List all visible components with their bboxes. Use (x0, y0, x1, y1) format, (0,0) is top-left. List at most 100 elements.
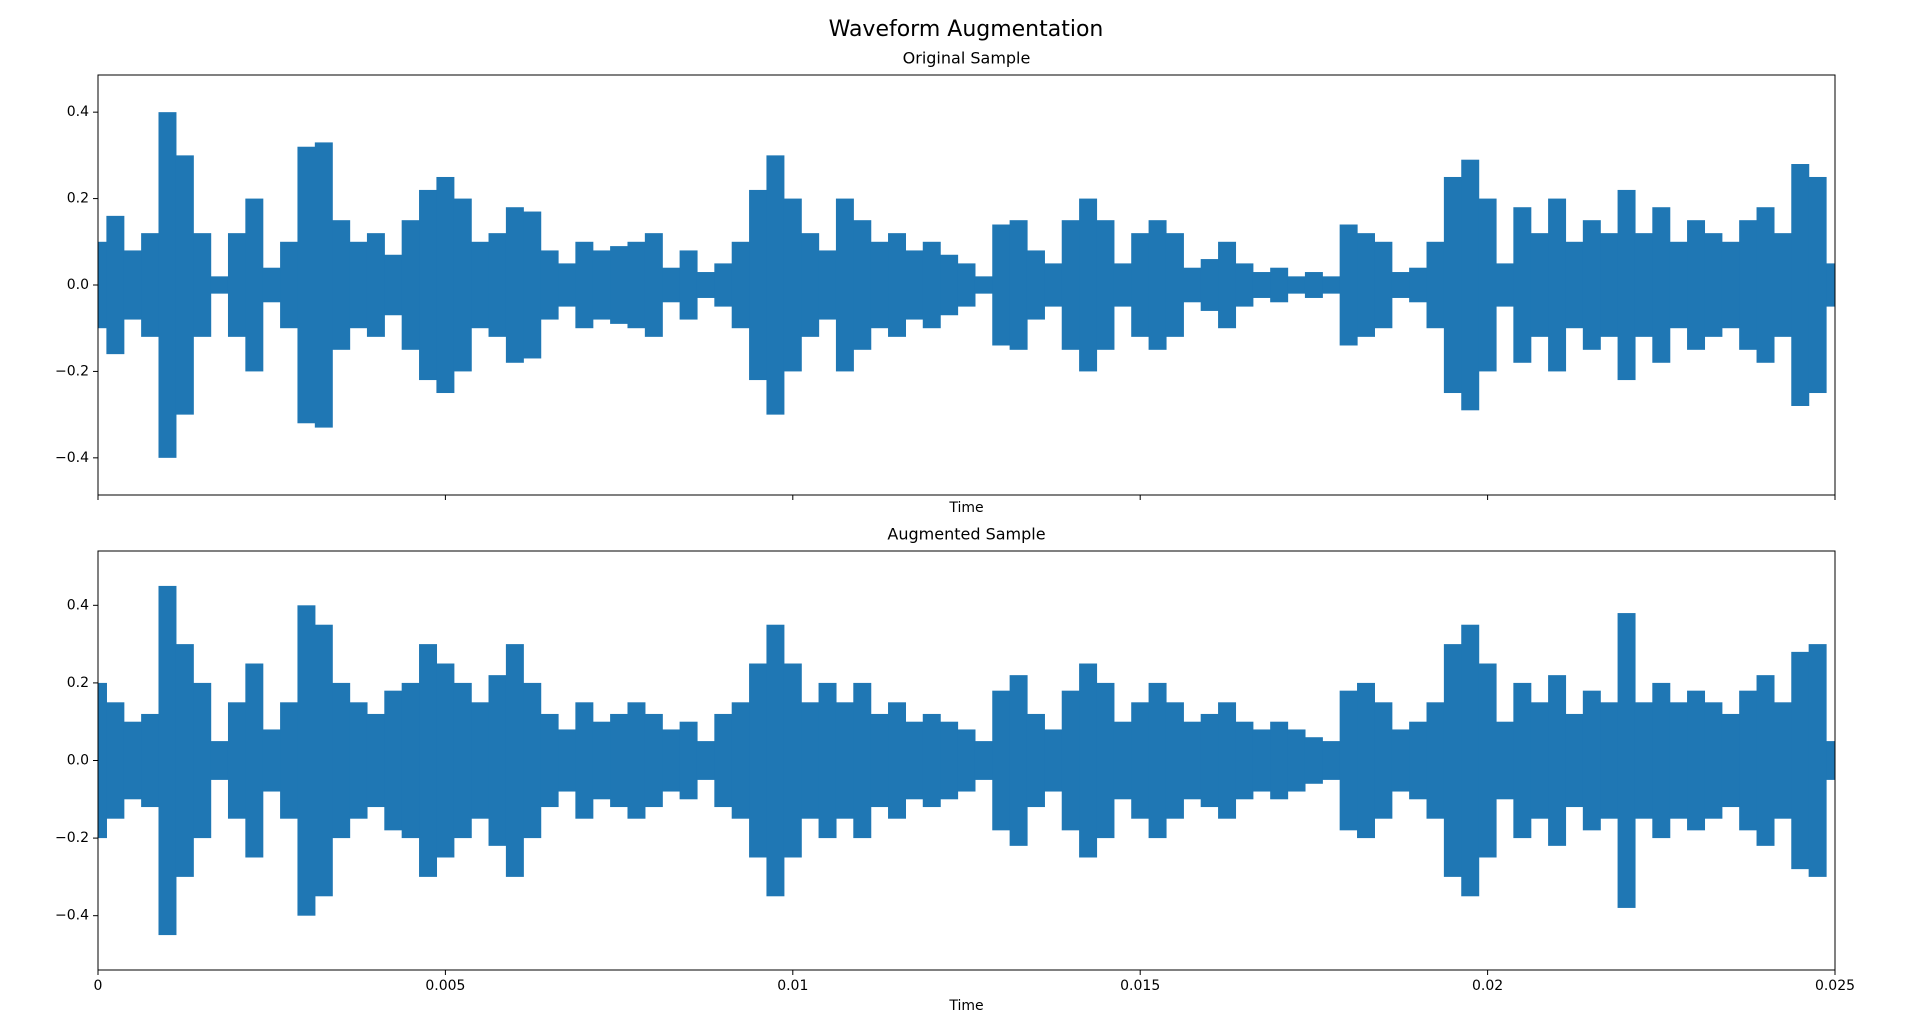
waveform-segment (1513, 682, 1532, 839)
waveform-segment (1773, 233, 1792, 337)
waveform-segment (662, 267, 681, 303)
waveform-segment (158, 585, 177, 936)
waveform-segment (1339, 690, 1358, 831)
x-tick-label: 0.01 (777, 978, 808, 994)
waveform-segment (922, 241, 941, 329)
waveform-segment (280, 702, 299, 819)
waveform-segment (1600, 233, 1619, 337)
waveform-segment (1252, 272, 1271, 298)
waveform-segment (401, 682, 420, 839)
waveform-segment (1652, 682, 1671, 839)
waveform-segment (436, 176, 455, 394)
x-tick-label: 0 (94, 978, 103, 994)
x-tick-label: 0.02 (1472, 978, 1503, 994)
y-tick-label: 0.2 (67, 675, 89, 691)
y-tick-label: −0.2 (55, 363, 89, 379)
waveform-segment (1044, 263, 1063, 307)
waveform-segment (801, 702, 820, 819)
waveform-segment (1287, 729, 1306, 792)
waveform-segment (1061, 690, 1080, 831)
waveform-segment (1530, 702, 1549, 819)
waveform-segment (1287, 276, 1306, 294)
waveform-segment (610, 713, 629, 808)
waveform-segment (835, 702, 854, 819)
waveform-segment (280, 241, 299, 329)
waveform-segment (262, 729, 281, 792)
waveform-segment (714, 263, 733, 307)
waveform-segment (801, 233, 820, 337)
waveform-segment (1079, 663, 1098, 858)
y-tick-label: −0.4 (55, 450, 89, 466)
waveform-segment (488, 675, 507, 846)
waveform-segment (332, 682, 351, 839)
waveform-segment (349, 241, 368, 329)
waveform-segment (106, 215, 125, 355)
waveform-segment (1391, 729, 1410, 792)
waveform-segment (1565, 241, 1584, 329)
waveform-segment (505, 207, 524, 363)
waveform-segment (922, 713, 941, 808)
x-axis-label: Time (948, 500, 983, 516)
waveform-segment (679, 250, 698, 320)
waveform-segment (558, 729, 576, 792)
waveform-segment (419, 189, 438, 381)
waveform-segment (1409, 267, 1428, 303)
waveform-segment (401, 220, 420, 350)
waveform-segment (1270, 267, 1289, 303)
waveform-segment (1826, 263, 1836, 307)
waveform-segment (1617, 189, 1636, 381)
waveform-segment (1721, 241, 1740, 329)
waveform-segment (141, 233, 160, 337)
waveform-segment (1443, 644, 1462, 877)
waveform-segment (1756, 207, 1775, 363)
waveform-segment (1461, 624, 1480, 897)
waveform-segment (1669, 702, 1688, 819)
waveform-segment (1687, 690, 1706, 831)
waveform-segment (471, 241, 490, 329)
waveform-segment (870, 713, 889, 808)
waveform-segment (1582, 690, 1601, 831)
waveform-segment (1826, 741, 1836, 780)
waveform-segment (1183, 721, 1202, 800)
waveform-segment (1322, 741, 1341, 780)
waveform-segment (384, 690, 403, 831)
waveform-segment (1791, 164, 1810, 406)
y-tick-label: 0.4 (67, 104, 89, 120)
waveform-segment (1079, 198, 1098, 372)
waveform-segment (227, 233, 246, 337)
waveform-segment (245, 198, 264, 372)
waveform-segment (1113, 263, 1132, 307)
waveform-segment (349, 702, 368, 819)
waveform-segment (1704, 702, 1723, 819)
waveform-segment (905, 721, 924, 800)
waveform-segment (888, 233, 907, 337)
waveform-segment (1443, 176, 1462, 394)
waveform-segment (158, 112, 177, 458)
waveform-segment (1478, 198, 1497, 372)
waveform-segment (1322, 276, 1341, 294)
waveform-segment (193, 233, 212, 337)
waveform-segment (314, 624, 333, 897)
waveform-segment (1148, 220, 1167, 350)
waveform-segment (1235, 721, 1254, 800)
waveform-segment (558, 263, 576, 307)
waveform-segment (123, 250, 142, 320)
waveform-segment (1009, 675, 1028, 846)
waveform-segment (1548, 675, 1567, 846)
waveform-segment (1582, 220, 1601, 350)
waveform-segment (1218, 241, 1237, 329)
waveform-segment (314, 142, 333, 428)
waveform-segment (1600, 702, 1619, 819)
waveform-segment (818, 682, 837, 839)
waveform-segment (696, 741, 715, 780)
waveform-segment (1704, 233, 1723, 337)
waveform-segment (974, 276, 993, 294)
waveform-segment (1096, 220, 1115, 350)
y-tick-label: 0.2 (67, 191, 89, 207)
waveform-segment (1304, 272, 1323, 298)
waveform-segment (193, 682, 212, 839)
waveform-segment (1131, 233, 1150, 337)
subplot-title: Original Sample (903, 49, 1031, 68)
y-tick-label: −0.2 (55, 830, 89, 846)
waveform-segment (1530, 233, 1549, 337)
